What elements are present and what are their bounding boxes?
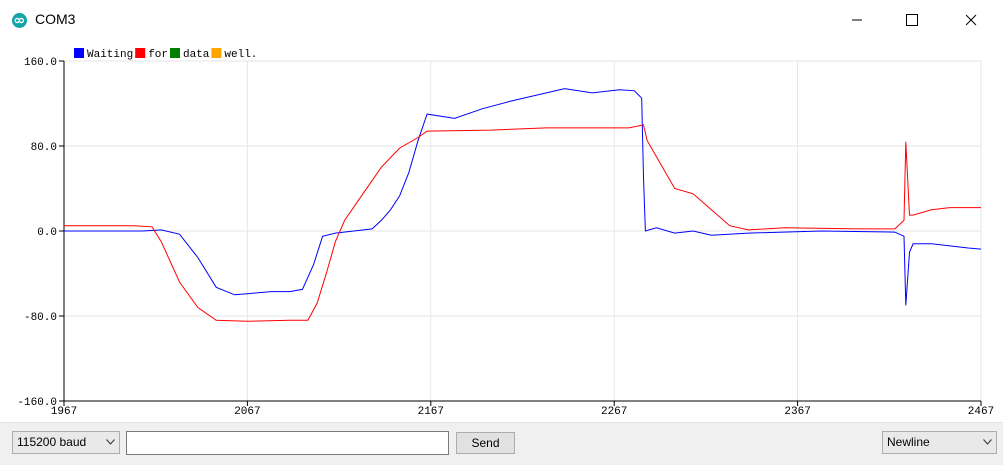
- minimize-icon: [852, 19, 862, 21]
- chevron-down-icon: [983, 439, 992, 445]
- baud-rate-value: 115200 baud: [17, 435, 87, 449]
- legend-swatch: [135, 48, 146, 58]
- x-tick-label: 2267: [601, 406, 627, 418]
- title-bar: COM3: [0, 0, 1003, 40]
- series-line-waiting: [64, 88, 982, 306]
- x-tick-label: 2067: [234, 406, 260, 418]
- x-tick-label: 2467: [968, 406, 994, 418]
- x-tick-label: 2367: [784, 406, 810, 418]
- x-tick-label: 1967: [51, 406, 77, 418]
- close-button[interactable]: [948, 0, 994, 40]
- maximize-button[interactable]: [889, 0, 935, 40]
- plot-chart: 1967 2067 2167 2267 2367 2467 160.0 80.0 0.0 -80.…: [17, 48, 994, 418]
- legend-swatch: [170, 48, 180, 58]
- legend-label: well.: [224, 49, 257, 61]
- arduino-icon: [12, 13, 27, 28]
- minimize-button[interactable]: [834, 0, 880, 40]
- send-input[interactable]: [126, 431, 449, 455]
- y-tick-label: -160.0: [17, 397, 57, 409]
- chevron-down-icon: [106, 439, 115, 445]
- legend-label: Waiting: [87, 49, 133, 61]
- legend-swatch: [211, 48, 222, 58]
- y-tick-label: 0.0: [37, 227, 57, 239]
- baud-rate-select[interactable]: 115200 baud: [12, 431, 120, 454]
- x-tick-label: 2167: [418, 406, 444, 418]
- serial-plotter: 1967 2067 2167 2267 2367 2467 160.0 80.0 0.0 -80.…: [0, 40, 1003, 422]
- y-tick-label: -80.0: [24, 312, 57, 324]
- maximize-icon: [906, 14, 918, 26]
- y-tick-label: 80.0: [31, 142, 57, 154]
- legend-label: for: [148, 49, 168, 61]
- window-title: COM3: [35, 11, 76, 27]
- line-ending-value: Newline: [887, 435, 930, 449]
- send-button[interactable]: Send: [456, 432, 515, 454]
- series-line-for: [64, 124, 981, 322]
- close-icon: [965, 14, 977, 26]
- line-ending-select[interactable]: Newline: [882, 431, 997, 454]
- y-tick-label: 160.0: [24, 57, 57, 69]
- legend-swatch: [74, 48, 84, 58]
- bottom-toolbar: 115200 baud Send Newline: [0, 422, 1003, 465]
- legend-label: data: [183, 49, 210, 61]
